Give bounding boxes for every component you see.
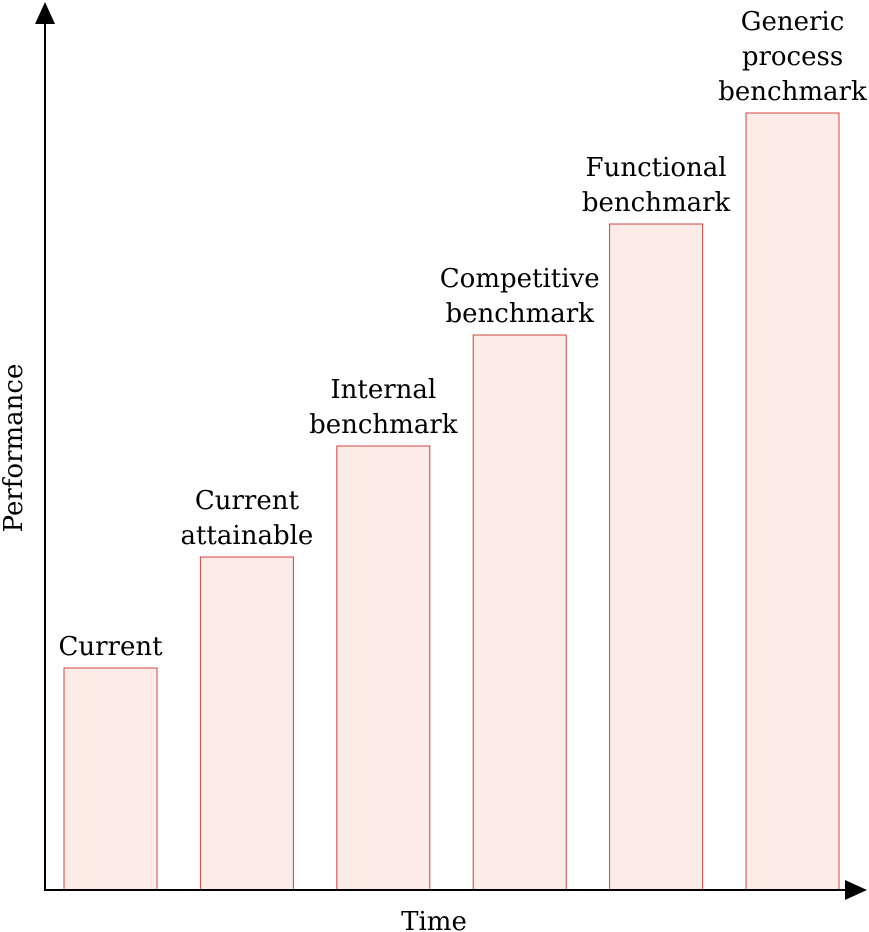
bar-label-line: Generic — [741, 7, 845, 37]
bar-label-line: Functional — [586, 153, 727, 183]
bar-label-line: benchmark — [718, 77, 867, 107]
bar-label-line: Current — [58, 632, 163, 662]
bar-label-1: Current — [58, 632, 163, 662]
bar-label-line: Internal — [330, 375, 436, 405]
y-axis-label: Performance — [0, 364, 29, 533]
bar-label-4: Competitive benchmark — [440, 264, 600, 329]
bar-6 — [745, 112, 840, 891]
bar-label-2: Current attainable — [180, 486, 313, 551]
bar-label-line: Current — [195, 486, 300, 516]
x-axis-arrow — [845, 880, 867, 900]
bar-2 — [199, 556, 294, 891]
bar-label-line: benchmark — [582, 188, 731, 218]
bars-layer — [63, 112, 840, 891]
bar-label-5: Functional benchmark — [582, 153, 731, 218]
bar-labels-layer: Current Current attainable Internal benchmar… — [58, 7, 866, 662]
bar-label-6: Generic process benchmark — [718, 7, 867, 107]
bar-1 — [63, 667, 158, 891]
bar-label-line: process — [742, 42, 843, 72]
bar-5 — [609, 223, 704, 891]
bar-label-line: benchmark — [309, 410, 458, 440]
bar-4 — [472, 334, 567, 891]
x-axis-label: Time — [401, 907, 467, 932]
bar-label-line: Competitive — [440, 264, 600, 294]
bar-label-line: benchmark — [445, 299, 594, 329]
y-axis-arrow — [35, 2, 55, 24]
bar-label-line: attainable — [180, 521, 313, 551]
bar-3 — [336, 445, 431, 891]
bar-label-3: Internal benchmark — [309, 375, 458, 440]
